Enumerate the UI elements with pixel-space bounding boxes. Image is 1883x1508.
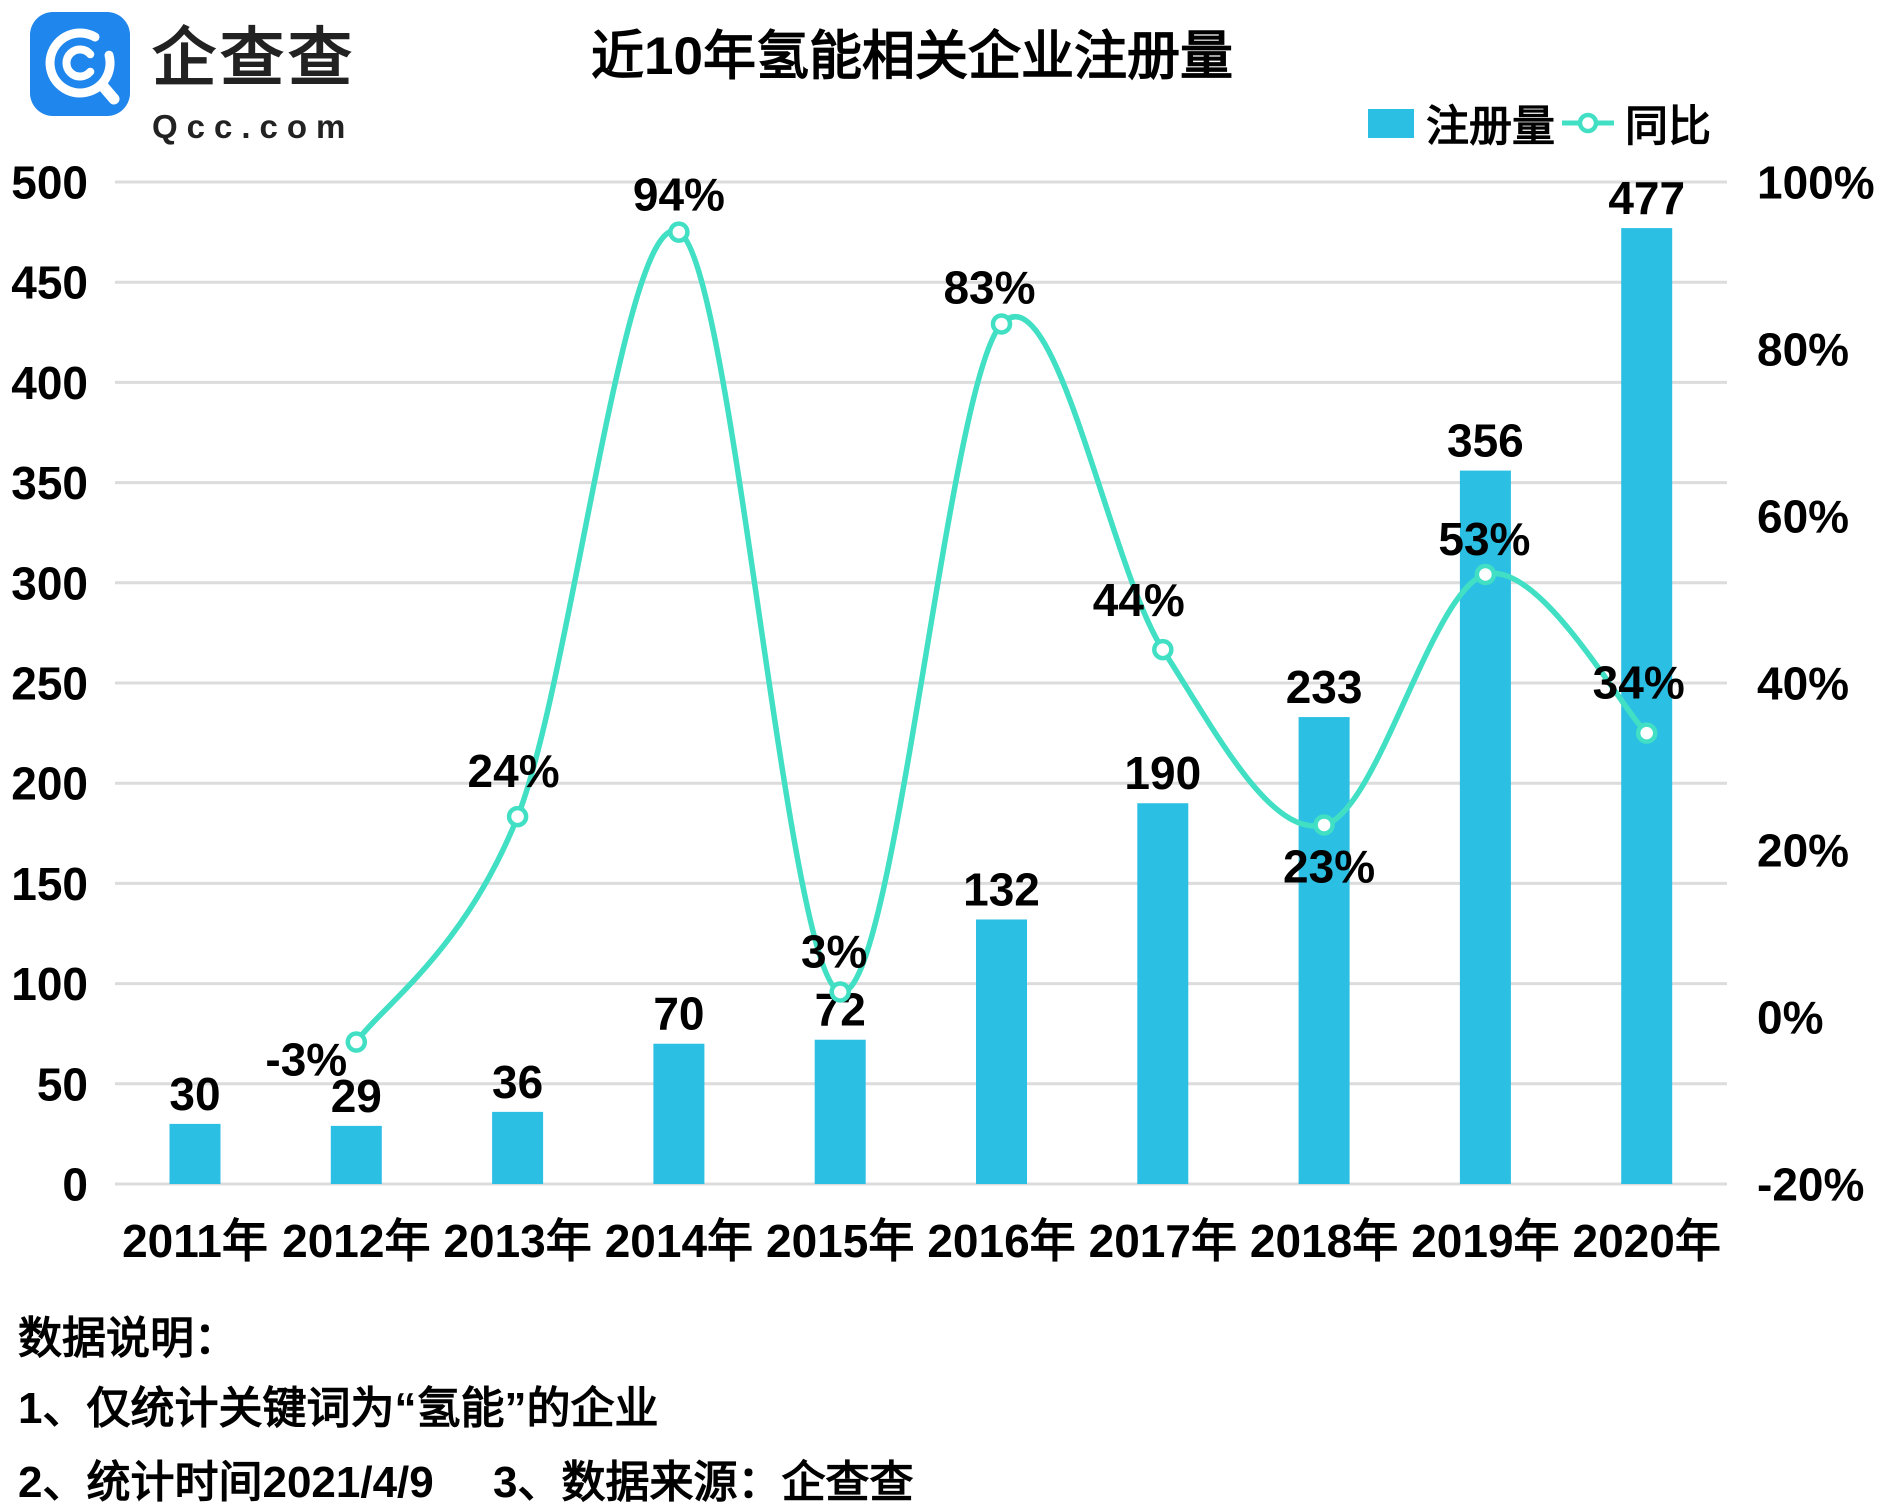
bar-2017 <box>1137 803 1189 1184</box>
bar-2016 <box>976 919 1027 1184</box>
bar-value-label: 70 <box>653 988 704 1040</box>
left-axis-tick-label: 500 <box>11 157 88 209</box>
x-axis-label: 2020年 <box>1573 1215 1721 1267</box>
x-axis-label: 2013年 <box>443 1215 591 1267</box>
yoy-point-label: 24% <box>468 745 560 797</box>
x-axis-label: 2018年 <box>1250 1215 1398 1267</box>
bar-2013 <box>492 1111 544 1184</box>
yoy-marker-2019 <box>1474 563 1497 586</box>
left-axis-tick-label: 50 <box>37 1058 88 1110</box>
left-axis-tick-label: 400 <box>11 357 88 409</box>
left-axis-tick-label: 200 <box>11 758 88 810</box>
yoy-marker-2015 <box>829 981 851 1003</box>
bar-value-label: 30 <box>169 1068 220 1120</box>
left-axis-tick-label: 250 <box>11 658 88 710</box>
legend-bar-swatch <box>1368 108 1414 138</box>
footer-note-3: 3、数据来源：企查查 <box>493 1458 914 1507</box>
bar-value-label: 356 <box>1447 415 1524 467</box>
brand-block: 企查查 Qcc.com <box>30 12 356 146</box>
yoy-marker-2016 <box>990 313 1013 335</box>
yoy-point-label: 23% <box>1283 840 1375 892</box>
brand-name: 企查查 <box>152 22 356 94</box>
qcc-logo-icon <box>30 12 130 116</box>
yoy-marker-2017 <box>1152 638 1174 661</box>
left-axis-tick-label: 350 <box>11 457 88 509</box>
bar-value-label: 36 <box>492 1056 543 1108</box>
left-axis-tick-label: 300 <box>11 557 88 609</box>
x-axis-label: 2014年 <box>605 1215 753 1267</box>
x-axis-label: 2012年 <box>282 1215 430 1267</box>
brand-domain: Qcc.com <box>152 108 355 145</box>
yoy-point-label: 53% <box>1438 513 1530 565</box>
x-axis-label: 2019年 <box>1411 1215 1559 1267</box>
right-axis-tick-label: -20% <box>1757 1159 1864 1211</box>
bar-2012 <box>330 1125 382 1184</box>
bar-value-label: 29 <box>331 1070 382 1122</box>
bar-value-label: 190 <box>1124 747 1201 799</box>
right-axis-tick-label: 40% <box>1757 658 1849 710</box>
yoy-point-label: 3% <box>801 925 867 977</box>
yoy-marker-2012 <box>345 1031 368 1053</box>
yoy-marker-2018 <box>1313 814 1335 836</box>
legend-line-label: 同比 <box>1625 103 1711 151</box>
right-axis-tick-label: 0% <box>1757 992 1823 1044</box>
x-axis-label: 2011年 <box>122 1215 268 1267</box>
yoy-marker-2020 <box>1635 722 1658 744</box>
legend-line-marker-icon <box>1562 112 1614 134</box>
bar-value-label: 132 <box>963 863 1040 915</box>
yoy-point-label: 44% <box>1093 574 1185 626</box>
footer-note-1: 1、仅统计关键词为“氢能”的企业 <box>18 1384 659 1433</box>
footer-heading: 数据说明： <box>18 1314 238 1363</box>
left-axis-tick-label: 150 <box>11 858 88 910</box>
x-axis-label: 2016年 <box>927 1215 1075 1267</box>
yoy-marker-2014 <box>668 221 690 243</box>
chart-legend: 注册量 同比 <box>1368 92 1711 154</box>
bar-2014 <box>653 1043 705 1184</box>
right-axis-tick-label: 100% <box>1757 157 1875 209</box>
bar-value-label: 233 <box>1286 661 1363 713</box>
x-axis-label: 2015年 <box>766 1215 914 1267</box>
right-axis-tick-label: 20% <box>1757 825 1849 877</box>
logo-inner-ring <box>62 45 95 81</box>
left-axis-tick-label: 450 <box>11 257 88 309</box>
yoy-line <box>353 228 1650 1045</box>
bar-value-label: 477 <box>1608 172 1685 224</box>
yoy-marker-2013 <box>506 805 529 828</box>
left-axis-tick-label: 100 <box>11 958 88 1010</box>
yoy-point-label: 83% <box>943 261 1035 313</box>
bar-2020 <box>1621 228 1673 1185</box>
yoy-point-label: -3% <box>265 1034 347 1086</box>
legend-circle-marker <box>1577 112 1599 134</box>
x-axis-label: 2017年 <box>1089 1215 1237 1267</box>
yoy-point-label: 34% <box>1593 657 1685 709</box>
brand-text: 企查查 Qcc.com <box>152 12 356 146</box>
yoy-point-label: 94% <box>633 169 725 221</box>
bar-2018 <box>1298 717 1350 1184</box>
bar-2011 <box>169 1123 221 1184</box>
logo-magnifier-handle <box>96 79 120 105</box>
logo-outer-ring <box>45 28 115 98</box>
right-axis-tick-label: 80% <box>1757 324 1849 376</box>
footer-note-2: 2、统计时间2021/4/9 <box>18 1458 434 1507</box>
bar-2015 <box>814 1039 866 1184</box>
right-axis-tick-label: 60% <box>1757 491 1849 543</box>
left-axis-tick-label: 0 <box>62 1159 88 1211</box>
legend-bar-label: 注册量 <box>1426 103 1555 151</box>
chart-title: 近10年氢能相关企业注册量 <box>591 27 1233 86</box>
